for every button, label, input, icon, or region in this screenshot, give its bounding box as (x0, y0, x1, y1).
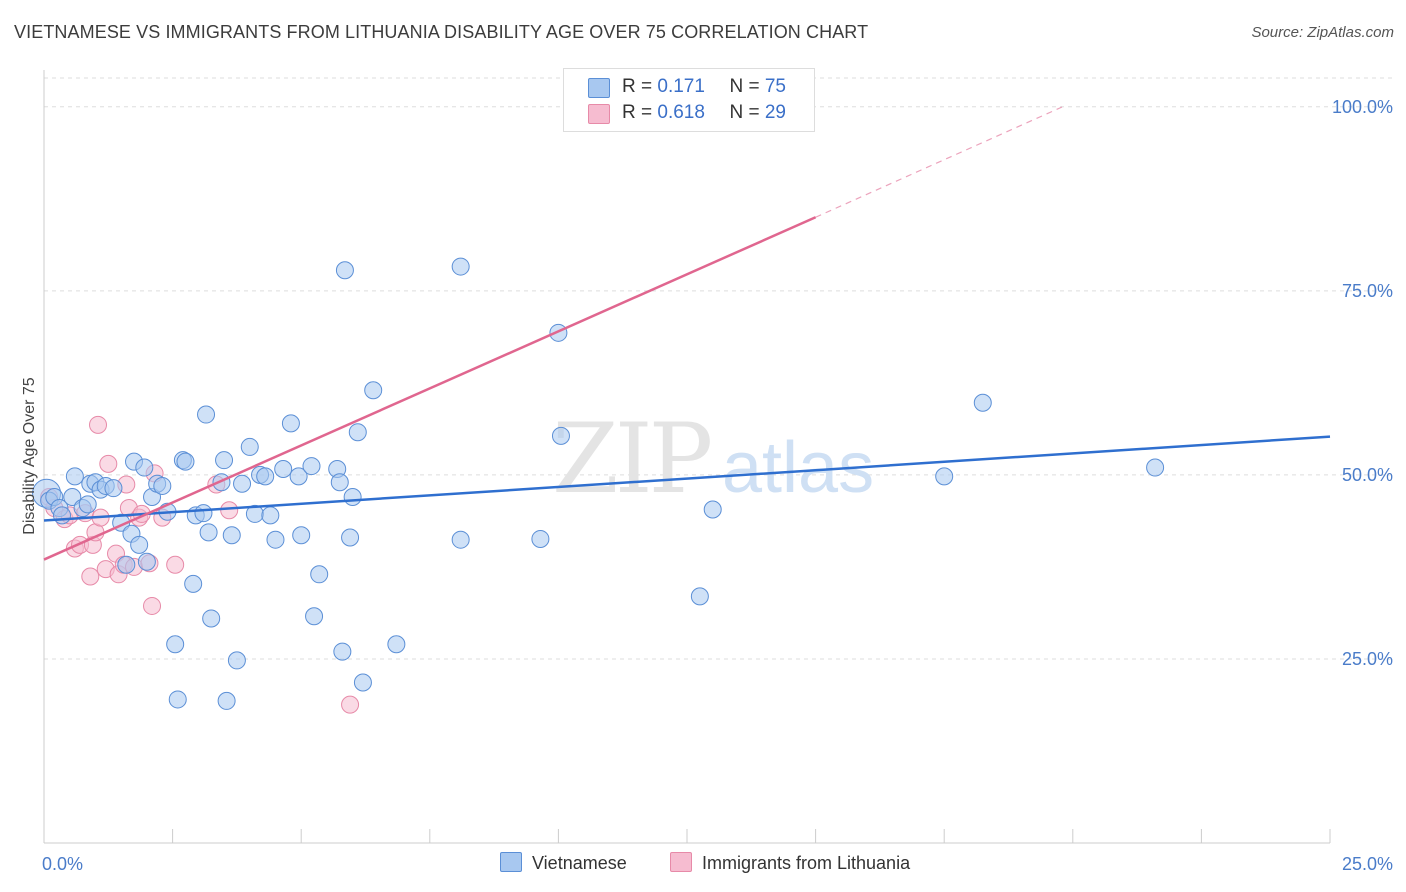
legend-r-label: R = (622, 76, 658, 97)
vietnamese-point (217, 691, 236, 710)
vietnamese-point (233, 474, 252, 493)
vietnamese-point (63, 487, 82, 506)
vietnamese-point (1146, 458, 1165, 477)
vietnamese-point (973, 393, 992, 412)
y-tick-label: 75.0% (1342, 281, 1393, 301)
lithuania-point (166, 555, 185, 574)
vietnamese-point (130, 535, 149, 554)
vietnamese-point (222, 526, 241, 545)
legend-n-label: N = (729, 76, 765, 97)
legend-r-value: 0.618 (657, 102, 705, 123)
lithuania-point (341, 695, 360, 714)
source-label: Source: ZipAtlas.com (1251, 24, 1394, 41)
chart-title: VIETNAMESE VS IMMIGRANTS FROM LITHUANIA … (14, 22, 869, 42)
vietnamese-point (215, 451, 234, 470)
vietnamese-point (153, 476, 172, 495)
vietnamese-point (341, 528, 360, 547)
legend-n-value: 29 (764, 102, 786, 123)
legend-swatch-pink (588, 104, 610, 124)
vietnamese-point (330, 473, 349, 492)
x-tick-label-right: 25.0% (1342, 854, 1393, 874)
series-vietnamese-points (32, 257, 1165, 710)
axes (43, 70, 1331, 844)
watermark: ZIP atlas (552, 403, 874, 515)
vietnamese-point (266, 530, 285, 549)
vietnamese-point (305, 607, 324, 626)
legend-r-label: R = (622, 102, 658, 123)
legend-n-value: 75 (764, 76, 786, 97)
vietnamese-point (387, 635, 406, 654)
lithuania-trend-line (43, 216, 817, 561)
vietnamese-point (135, 458, 154, 477)
vietnamese-point (551, 426, 570, 445)
watermark-zip: ZIP (552, 403, 711, 515)
vietnamese-point (353, 673, 372, 692)
vietnamese-point (281, 414, 300, 433)
vietnamese-point (531, 529, 550, 548)
vietnamese-point (302, 457, 321, 476)
y-tick-label: 25.0% (1342, 649, 1393, 669)
vietnamese-point (310, 565, 329, 584)
bottom-legend-label: Immigrants from Lithuania (702, 853, 911, 873)
vietnamese-point (289, 467, 308, 486)
lithuania-trend-extension (815, 106, 1063, 218)
vietnamese-point (137, 552, 156, 571)
bottom-legend-swatch-pink (670, 852, 692, 872)
x-tick-label-left: 0.0% (42, 854, 83, 874)
vietnamese-point (194, 504, 213, 523)
vietnamese-point (343, 487, 362, 506)
vietnamese-point (65, 467, 84, 486)
vietnamese-point (176, 452, 195, 471)
gridlines (44, 77, 1392, 660)
trend-lines (43, 106, 1331, 561)
vietnamese-trend-line (43, 435, 1331, 522)
lithuania-point (89, 415, 108, 434)
vietnamese-point (261, 506, 280, 525)
legend-swatch-blue (588, 78, 610, 98)
tick-labels: 25.0% 50.0% 75.0% 100.0% 0.0% 25.0% (42, 97, 1393, 874)
vietnamese-point (274, 460, 293, 479)
bottom-legend-swatch-blue (500, 852, 522, 872)
vietnamese-point (78, 495, 97, 514)
vietnamese-point (292, 526, 311, 545)
vietnamese-point (335, 261, 354, 280)
vietnamese-point (199, 523, 218, 542)
vietnamese-point (197, 405, 216, 424)
lithuania-point (99, 454, 118, 473)
correlation-legend: R = 0.171 N = 75 R = 0.618 N = 29 (563, 68, 815, 132)
vietnamese-point (104, 479, 123, 498)
vietnamese-point (364, 381, 383, 400)
y-tick-label: 100.0% (1332, 97, 1393, 117)
legend-n-label: N = (729, 102, 765, 123)
vietnamese-point (333, 642, 352, 661)
vietnamese-point (117, 555, 136, 574)
y-axis-label: Disability Age Over 75 (21, 377, 38, 535)
bottom-legend-lithuania: Immigrants from Lithuania (670, 852, 910, 874)
lithuania-point (220, 501, 239, 520)
vietnamese-point (184, 574, 203, 593)
bottom-legend-vietnamese: Vietnamese (500, 852, 627, 874)
vietnamese-point (240, 437, 259, 456)
vietnamese-point (256, 467, 275, 486)
vietnamese-point (202, 609, 221, 628)
vietnamese-point (935, 467, 954, 486)
vietnamese-point (53, 506, 72, 525)
vietnamese-point (451, 530, 470, 549)
vietnamese-point (168, 690, 187, 709)
vietnamese-point (348, 423, 367, 442)
bottom-legend-label: Vietnamese (532, 853, 627, 873)
vietnamese-point (690, 587, 709, 606)
vietnamese-point (703, 500, 722, 519)
lithuania-point (143, 596, 162, 615)
y-tick-label: 50.0% (1342, 465, 1393, 485)
vietnamese-point (451, 257, 470, 276)
lithuania-point (81, 567, 100, 586)
vietnamese-point (227, 651, 246, 670)
legend-r-value: 0.171 (657, 76, 705, 97)
vietnamese-point (166, 635, 185, 654)
